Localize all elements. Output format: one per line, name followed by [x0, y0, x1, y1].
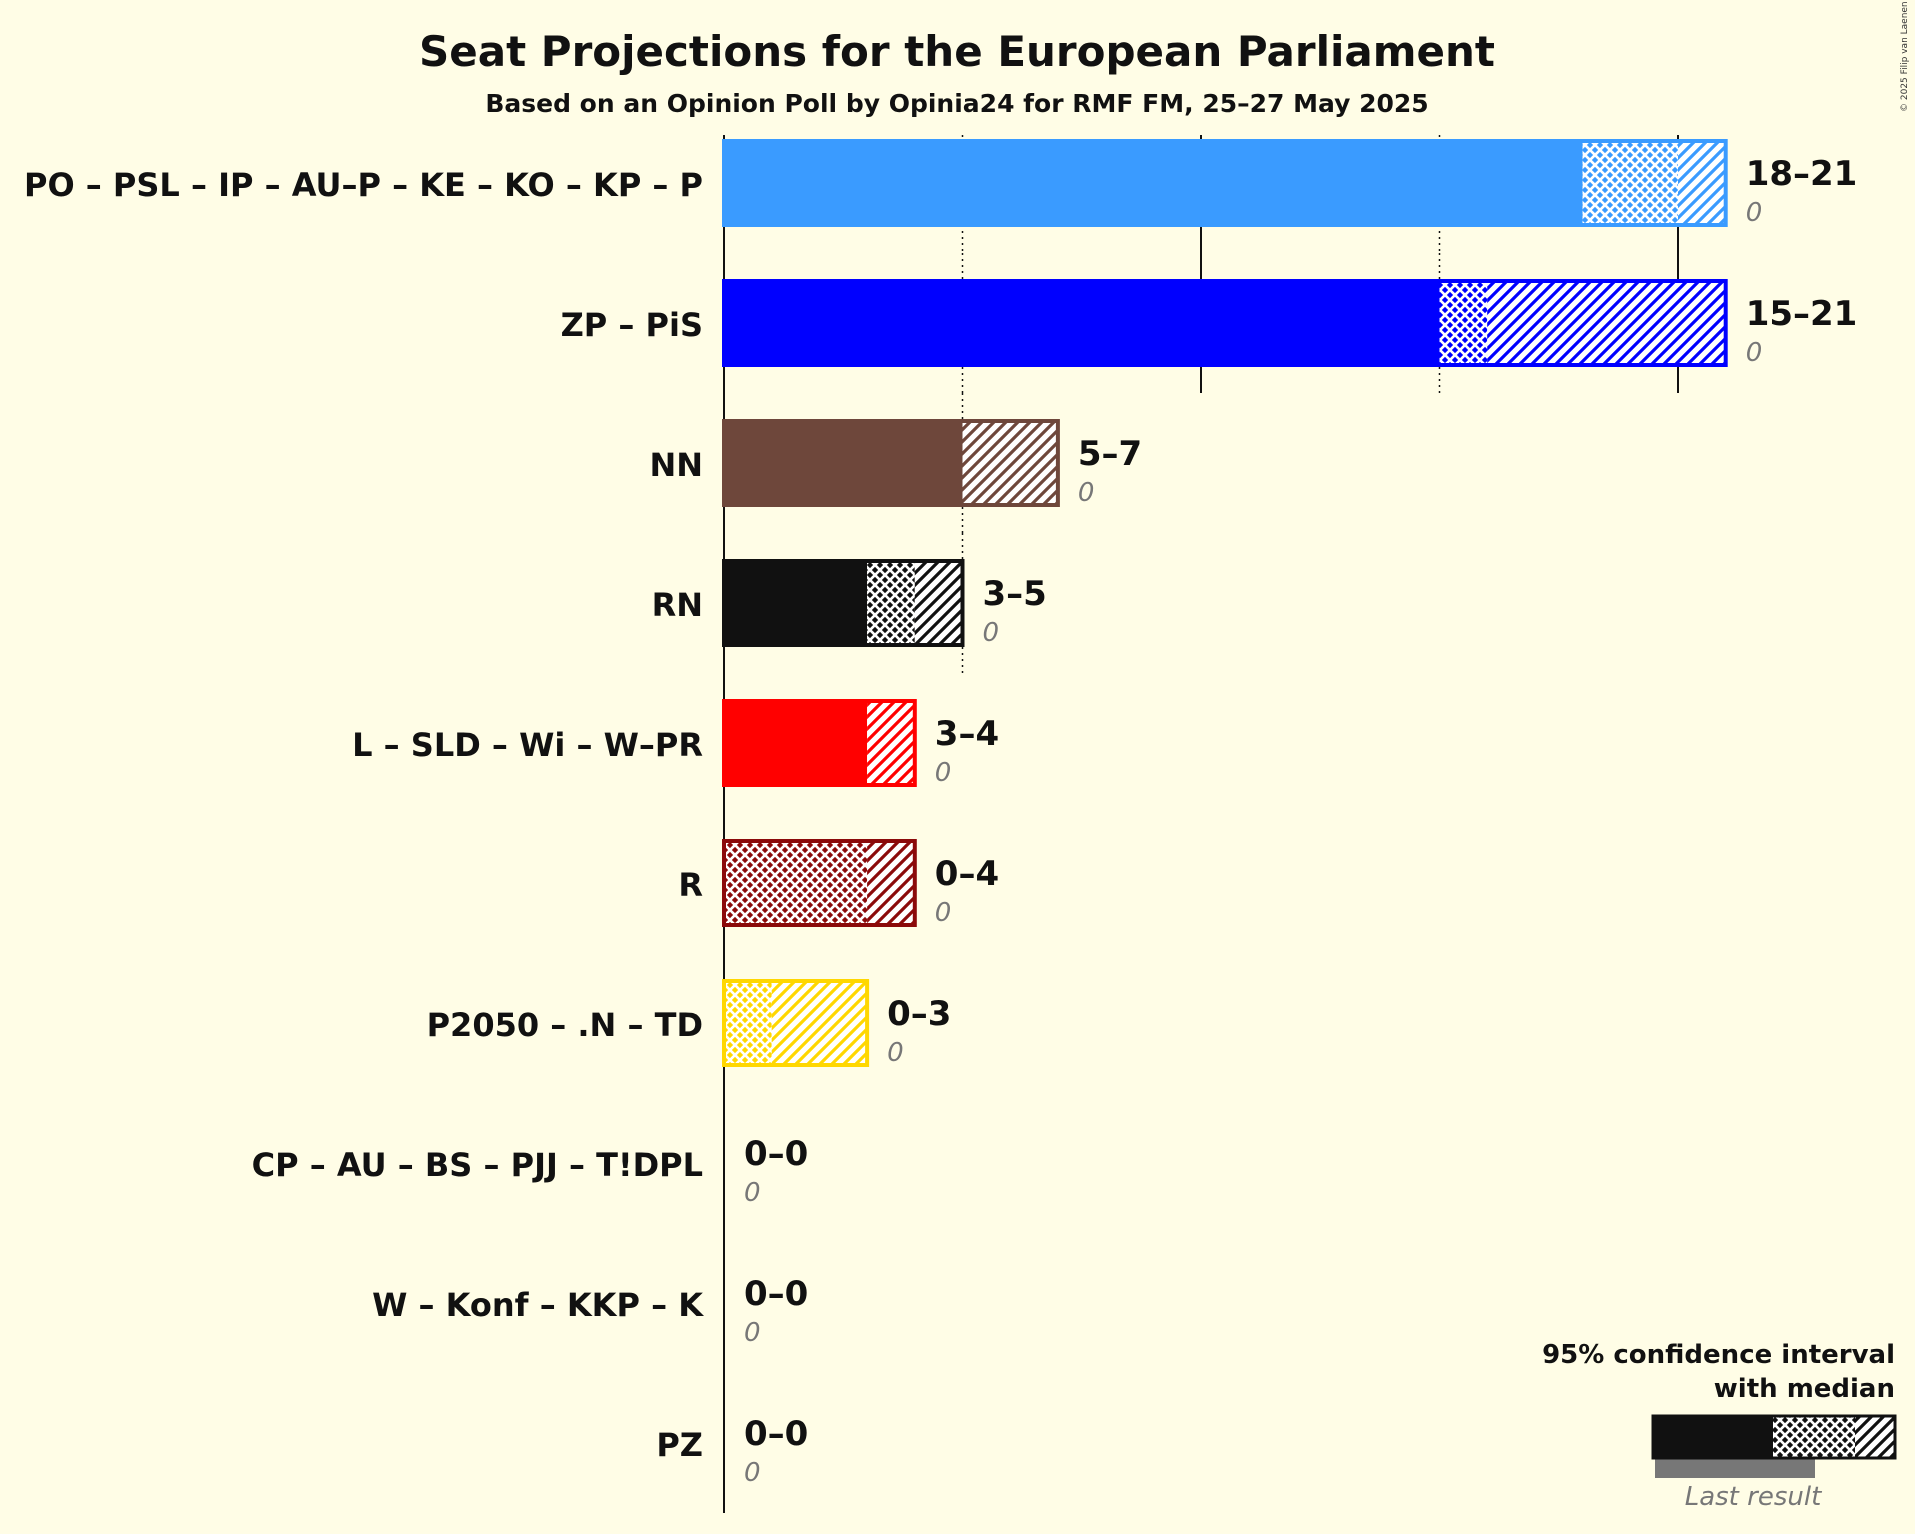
last-result-label: 0 [1078, 478, 1095, 508]
bars-group: PO – PSL – IP – AU–P – KE – KO – KP – P 1… [24, 139, 1858, 1488]
range-label: 0–0 [744, 1414, 808, 1454]
party-label: ZP – PiS [561, 306, 703, 344]
last-result-label: 0 [887, 1038, 904, 1068]
party-label: RN [652, 586, 703, 624]
last-result-label: 0 [983, 618, 1000, 648]
party-label: P2050 – .N – TD [427, 1006, 703, 1044]
legend-hatch-swatch [1855, 1416, 1895, 1458]
bar-ci-upper [867, 701, 915, 785]
last-result-label: 0 [744, 1318, 761, 1348]
party-label: W – Konf – KKP – K [372, 1286, 704, 1324]
range-label: 0–4 [935, 854, 999, 894]
legend-line1: 95% confidence interval [1542, 1340, 1895, 1370]
range-label: 18–21 [1746, 154, 1858, 194]
legend-median-swatch [1773, 1416, 1855, 1458]
legend-solid-swatch [1653, 1416, 1773, 1458]
legend-line2: with median [1714, 1374, 1895, 1404]
bar-solid [724, 561, 868, 645]
party-row: PO – PSL – IP – AU–P – KE – KO – KP – P 1… [24, 139, 1858, 228]
bar-solid [724, 701, 868, 785]
bar-ci-upper [1678, 141, 1726, 225]
last-result-label: 0 [935, 898, 952, 928]
bar-ci-upper [771, 981, 868, 1065]
bar-solid [724, 141, 1583, 225]
last-result-label: 0 [744, 1178, 761, 1208]
range-label: 5–7 [1078, 434, 1142, 474]
legend: 95% confidence interval with median Last r… [1542, 1340, 1897, 1512]
bar-ci-upper [867, 841, 915, 925]
party-row: NN 5–7 0 [649, 419, 1142, 508]
party-label: PO – PSL – IP – AU–P – KE – KO – KP – P [24, 166, 703, 204]
bar-ci-upper [1487, 281, 1726, 365]
party-label: R [678, 866, 703, 904]
party-row: CP – AU – BS – PJJ – T!DPL 0–0 0 [252, 1134, 809, 1208]
party-row: P2050 – .N – TD 0–3 0 [427, 979, 951, 1068]
party-row: L – SLD – Wi – W–PR 3–4 0 [352, 699, 999, 788]
party-label: PZ [656, 1426, 703, 1464]
bar-median-band [1439, 281, 1488, 365]
party-row: ZP – PiS 15–21 0 [561, 279, 1858, 368]
last-result-label: 0 [1746, 198, 1763, 228]
chart-subtitle: Based on an Opinion Poll by Opinia24 for… [485, 89, 1428, 118]
range-label: 3–4 [935, 714, 999, 754]
party-label: CP – AU – BS – PJJ – T!DPL [252, 1146, 703, 1184]
chart-credit: © 2025 Filip van Laenen [1900, 1, 1910, 112]
legend-outline [1651, 1414, 1897, 1460]
range-label: 0–3 [887, 994, 951, 1034]
bar-ci-upper [914, 561, 963, 645]
last-result-label: 0 [744, 1458, 761, 1488]
legend-last-label: Last result [1685, 1482, 1822, 1512]
range-label: 3–5 [983, 574, 1047, 614]
party-row: R 0–4 0 [678, 839, 999, 928]
chart-title: Seat Projections for the European Parlia… [419, 27, 1495, 76]
party-row: RN 3–5 0 [652, 559, 1047, 648]
bar-solid [724, 281, 1440, 365]
last-result-label: 0 [1746, 338, 1763, 368]
party-label: NN [649, 446, 703, 484]
range-label: 0–0 [744, 1274, 808, 1314]
party-label: L – SLD – Wi – W–PR [352, 726, 703, 764]
bar-ci-upper [962, 421, 1058, 505]
bar-median-band [1582, 141, 1678, 225]
bar-solid [724, 421, 963, 505]
range-label: 0–0 [744, 1134, 808, 1174]
bar-median-band [724, 841, 868, 925]
bar-median-band [724, 981, 772, 1065]
party-row: PZ 0–0 0 [656, 1414, 808, 1488]
last-result-label: 0 [935, 758, 952, 788]
party-row: W – Konf – KKP – K 0–0 0 [372, 1274, 808, 1348]
bar-median-band [867, 561, 915, 645]
range-label: 15–21 [1746, 294, 1858, 334]
